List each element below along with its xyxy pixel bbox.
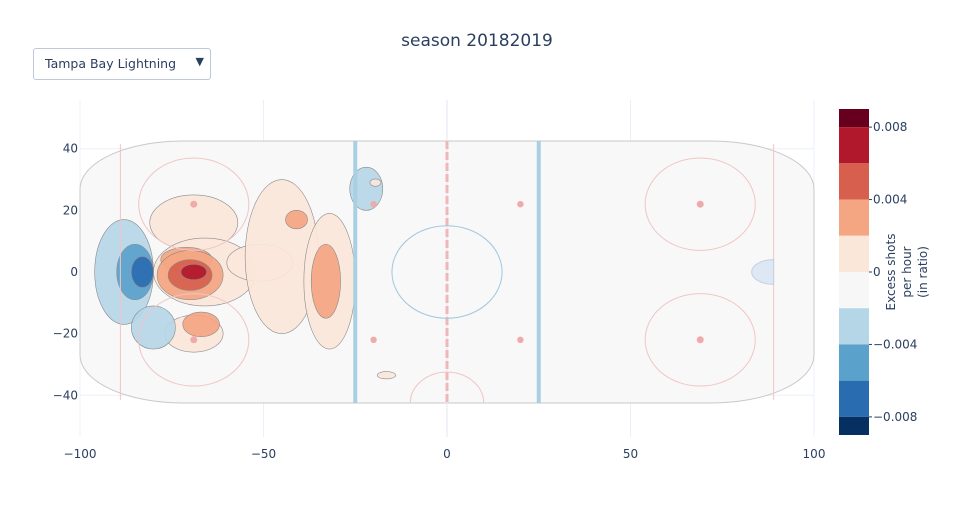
colorbar-band <box>839 109 869 128</box>
x-tick-label: 50 <box>623 447 638 461</box>
y-tick-label: −40 <box>53 388 78 402</box>
heat-region <box>285 210 308 230</box>
x-tick-label: −100 <box>64 447 97 461</box>
heat-region <box>182 311 220 338</box>
colorbar-band <box>839 127 869 164</box>
faceoff-circle <box>138 293 250 387</box>
colorbar-band <box>839 416 869 435</box>
axes: −100 −50 0 50 100 40 20 0 −20 −40 <box>53 142 826 461</box>
neutral-dot <box>370 200 377 208</box>
colorbar-band <box>839 163 869 200</box>
neutral-dot <box>370 336 377 344</box>
colorbar-band <box>839 344 869 381</box>
x-tick-label: −50 <box>251 447 276 461</box>
dropdown-arrow-icon: ▼ <box>195 55 204 68</box>
y-tick-label: 40 <box>63 142 78 156</box>
faceoff-dot <box>190 336 198 344</box>
faceoff-dot <box>190 200 198 208</box>
team-dropdown[interactable]: Tampa Bay Lightning ▼ <box>33 48 211 80</box>
team-dropdown-label: Tampa Bay Lightning <box>45 56 177 71</box>
heat-region <box>369 178 382 187</box>
colorbar-band <box>839 199 869 236</box>
goal-crease <box>751 259 775 285</box>
x-tick-label: 0 <box>443 447 451 461</box>
heat-region <box>131 305 176 350</box>
neutral-dot <box>517 336 524 344</box>
colorbar-band <box>839 235 869 272</box>
heat-region <box>131 256 154 288</box>
colorbar-tick-label: 0 <box>873 265 881 279</box>
faceoff-circle <box>644 293 756 387</box>
colorbar[interactable]: 0.008 0.004 0 −0.004 −0.008 Excess shots per h… <box>839 109 930 435</box>
chart-title: season 20182019 <box>401 31 553 51</box>
heatmap-layer <box>94 166 396 380</box>
colorbar-tick-label: 0.008 <box>873 120 907 134</box>
heat-region <box>310 243 341 319</box>
faceoff-dot <box>696 336 704 344</box>
heat-region <box>349 166 384 211</box>
heat-region <box>376 371 396 380</box>
colorbar-band <box>839 272 869 309</box>
faceoff-dot <box>696 200 704 208</box>
rink-markings <box>119 100 775 437</box>
center-circle <box>391 225 503 319</box>
y-tick-label: 20 <box>63 203 78 217</box>
colorbar-title-line: per hour <box>900 246 914 297</box>
heat-region <box>180 263 207 281</box>
colorbar-tick-label: −0.008 <box>873 410 917 424</box>
faceoff-circle <box>644 157 756 251</box>
y-tick-label: 0 <box>70 265 78 279</box>
faceoff-circle <box>138 157 250 251</box>
colorbar-tick-label: 0.004 <box>873 193 907 207</box>
neutral-dot <box>517 200 524 208</box>
colorbar-band <box>839 380 869 417</box>
colorbar-band <box>839 308 869 345</box>
x-tick-label: 100 <box>803 447 826 461</box>
colorbar-tick-label: −0.004 <box>873 337 917 351</box>
colorbar-title-line: (in ratio) <box>916 246 930 298</box>
colorbar-title-line: Excess shots <box>884 234 898 311</box>
referee-crease <box>409 371 485 404</box>
y-tick-label: −20 <box>53 327 78 341</box>
